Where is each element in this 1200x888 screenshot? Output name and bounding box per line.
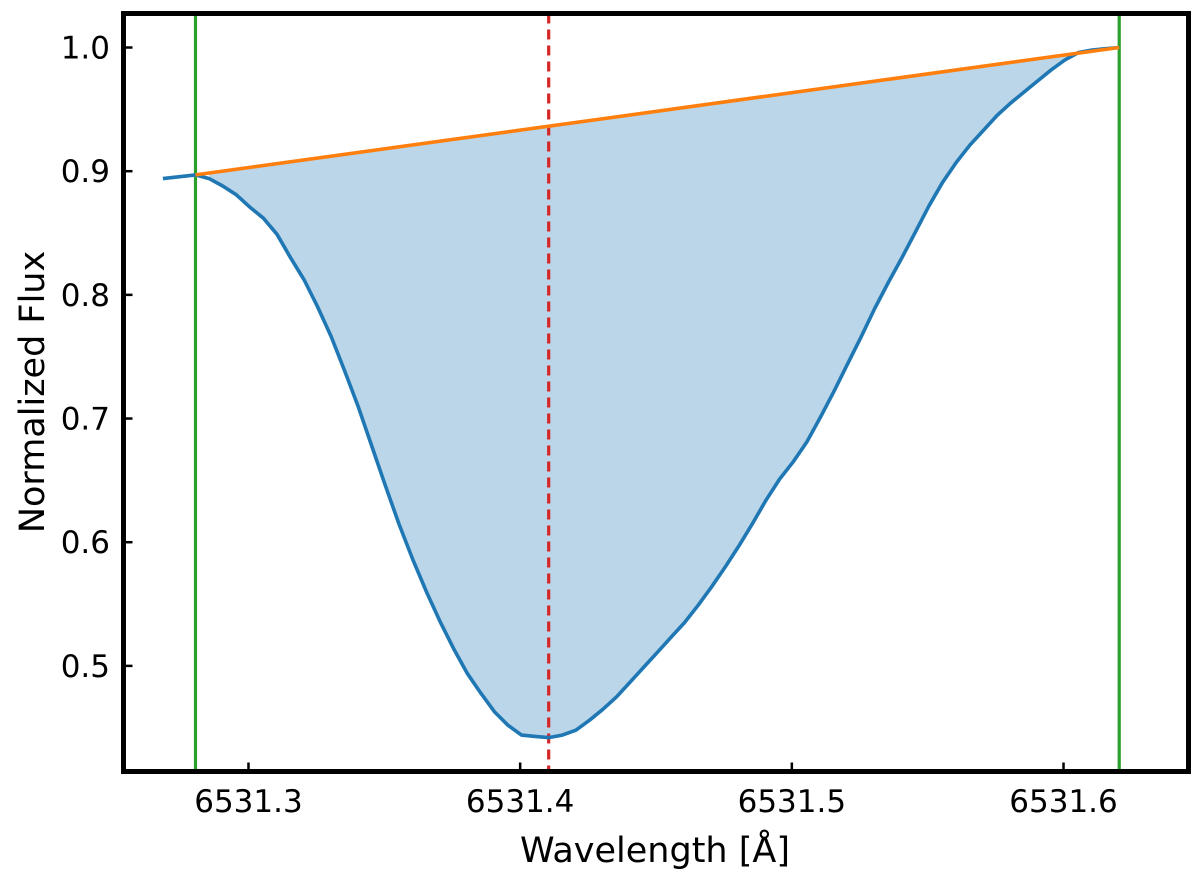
y-tick-label: 0.8 <box>61 278 110 314</box>
y-tick-label: 0.5 <box>61 649 110 685</box>
y-axis-label: Normalized Flux <box>13 251 53 533</box>
series-spectrum <box>162 45 1120 740</box>
y-tick-label: 0.6 <box>61 525 110 561</box>
x-axis-label: Wavelength [Å] <box>520 828 790 871</box>
y-tick-label: 0.7 <box>61 402 110 438</box>
fill-region <box>209 47 1120 738</box>
series-continuum <box>195 45 1120 177</box>
y-tick-label: 1.0 <box>61 31 110 67</box>
y-tick-label: 0.9 <box>61 154 110 190</box>
x-tick-label: 6531.6 <box>1009 784 1117 820</box>
x-tick-label: 6531.3 <box>194 784 302 820</box>
axes-frame <box>121 11 1191 774</box>
x-tick-label: 6531.4 <box>466 784 574 820</box>
x-tick-label: 6531.5 <box>738 784 846 820</box>
